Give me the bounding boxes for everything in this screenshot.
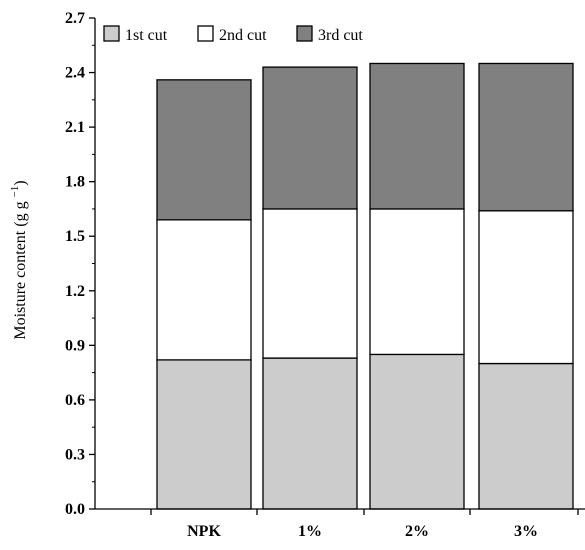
y-tick-label: 0.0 [65, 501, 85, 518]
bar-segment-3rd-cut [478, 62, 574, 212]
y-axis-title-main: Moisture content (g g [12, 197, 29, 339]
bar-segment-3rd-cut [262, 66, 358, 210]
y-tick-label: 2.1 [65, 119, 85, 136]
bar-segment-3rd-cut [369, 62, 465, 210]
bar-segment-1st-cut [369, 353, 465, 510]
legend-item-2nd-cut: 2nd cut [197, 25, 267, 44]
y-tick-label: 1.5 [65, 228, 85, 245]
legend-label: 3rd cut [318, 27, 363, 44]
bar-segment-2nd-cut [262, 208, 358, 359]
y-tick-label: 1.2 [65, 283, 85, 300]
y-axis-title: Moisture content (g g −1) [9, 180, 29, 339]
bar-stack-npk [156, 79, 252, 510]
y-axis-title-superscript: −1 [9, 186, 21, 198]
legend-swatch [103, 25, 120, 42]
bar-segment-3rd-cut [156, 79, 252, 221]
legend-label: 2nd cut [219, 27, 267, 44]
y-tick-label: 2.7 [65, 10, 85, 27]
bar-segment-1st-cut [478, 362, 574, 510]
legend: 1st cut 2nd cut 3rd cut [103, 25, 363, 44]
bars-layer [156, 62, 574, 510]
bar-stack-3pct [478, 62, 574, 510]
x-tick-label: NPK [187, 523, 221, 540]
legend-label: 1st cut [125, 27, 168, 44]
bar-stack-1pct [262, 66, 358, 510]
y-tick-label: 0.9 [65, 337, 85, 354]
x-tick-label: 2% [405, 523, 429, 540]
x-tick-label: 3% [514, 523, 538, 540]
bar-segment-1st-cut [262, 357, 358, 510]
y-tick-label: 0.6 [65, 392, 85, 409]
bar-stack-2pct [369, 62, 465, 510]
y-tick-label: 0.3 [65, 446, 85, 463]
axes-layer: 0.0 0.3 0.6 0.9 1.2 1.5 1.8 2.1 2.4 2.7 NPK 1% 2% 3% [65, 10, 585, 540]
y-axis-title-close: ) [12, 180, 29, 185]
legend-item-3rd-cut: 3rd cut [296, 25, 363, 44]
legend-swatch [296, 25, 313, 42]
x-tick-label: 1% [298, 523, 322, 540]
legend-swatch [197, 25, 214, 42]
bar-segment-2nd-cut [156, 219, 252, 361]
y-tick-label: 2.4 [65, 65, 85, 82]
bar-segment-2nd-cut [369, 208, 465, 356]
bar-segment-1st-cut [156, 359, 252, 510]
legend-item-1st-cut: 1st cut [103, 25, 168, 44]
y-tick-label: 1.8 [65, 174, 85, 191]
bar-segment-2nd-cut [478, 210, 574, 365]
